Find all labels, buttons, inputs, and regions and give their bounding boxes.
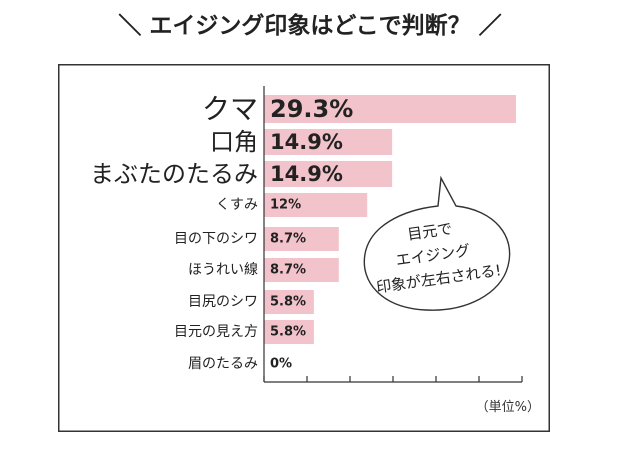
bars-layer [264,95,516,344]
category-label: 眉のたるみ [188,356,258,372]
bar-6 [264,258,339,282]
bar-8 [264,320,314,344]
bar-4 [264,193,368,217]
value-label: 8.7% [270,232,306,247]
category-label: まぶたのたるみ [90,160,258,188]
value-label: 12% [270,198,301,213]
category-label: クマ [202,93,258,126]
bar-1 [264,95,516,123]
value-label: 0% [270,357,292,372]
bar-5 [264,227,339,251]
bar-3 [264,161,393,187]
label-layer: クマ 29.3% 口角 14.9% まぶたのたるみ 14.9% くすみ 12% 目の下のシワ 8.… [90,93,353,373]
value-label: 29.3% [270,95,353,123]
value-label: 5.8% [270,295,306,310]
bar-7 [264,290,314,314]
callout-bubble-shape [363,175,511,311]
category-label: ほうれい線 [188,262,258,278]
chart-title: ＼ エイジング印象はどこで判断？ ／ [118,13,502,39]
category-label: くすみ [216,197,258,213]
bar-2 [264,129,393,155]
value-label: 5.8% [270,325,306,340]
unit-note: （単位%） [476,399,540,415]
callout-bubble: 目元で エイジング 印象が左右される! [363,175,511,311]
category-label: 目元の見え方 [174,324,258,340]
value-label: 8.7% [270,263,306,278]
axis-layer [263,86,523,383]
category-label: 目尻のシワ [188,294,258,310]
category-label: 口角 [210,128,258,156]
chart-panel: クマ 29.3% 口角 14.9% まぶたのたるみ 14.9% くすみ 12% 目の下のシワ 8.… [58,64,550,432]
value-label: 14.9% [270,162,343,186]
category-label: 目の下のシワ [174,231,258,247]
value-label: 14.9% [270,130,343,154]
